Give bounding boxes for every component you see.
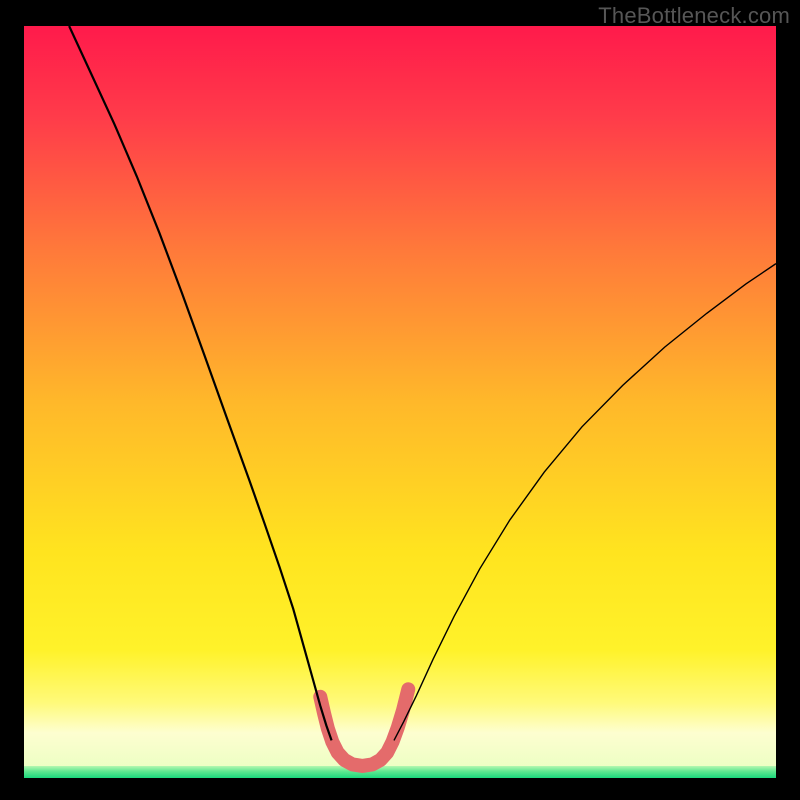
valley-u-marker	[320, 689, 408, 766]
chart-svg	[24, 26, 776, 778]
plot-area	[24, 26, 776, 778]
curve-left	[69, 26, 331, 740]
curve-right	[394, 264, 776, 741]
watermark-text: TheBottleneck.com	[598, 3, 790, 29]
